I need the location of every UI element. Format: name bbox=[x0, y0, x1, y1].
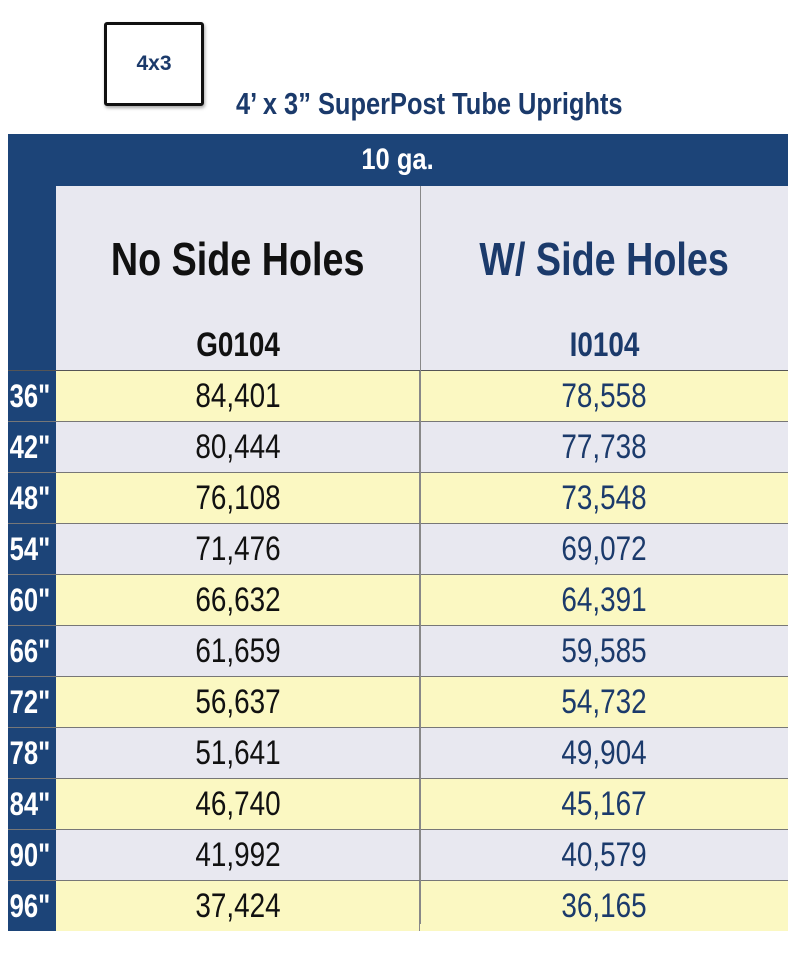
row-length: 66" bbox=[9, 632, 51, 669]
capacity-value: 80,444 bbox=[195, 427, 281, 466]
row-length: 60" bbox=[9, 581, 51, 618]
cell-no-side-holes: 61,659 bbox=[55, 626, 420, 676]
cell-no-side-holes: 56,637 bbox=[55, 677, 420, 727]
capacity-value: 56,637 bbox=[195, 682, 281, 721]
page-title: 4’ x 3” SuperPost Tube Uprights bbox=[236, 86, 623, 121]
row-length-cell: 48" bbox=[8, 473, 56, 523]
cell-no-side-holes: 37,424 bbox=[55, 881, 420, 931]
cell-no-side-holes: 84,401 bbox=[55, 371, 420, 421]
capacity-value: 78,558 bbox=[561, 376, 647, 415]
gauge-header: 10 ga. bbox=[8, 134, 788, 186]
capacity-value: 36,165 bbox=[561, 886, 647, 925]
column-heading: W/ Side Holes bbox=[479, 233, 730, 285]
row-length-cell: 72" bbox=[8, 677, 56, 727]
capacity-value: 69,072 bbox=[561, 529, 647, 568]
cell-no-side-holes: 41,992 bbox=[55, 830, 420, 880]
part-number: G0104 bbox=[196, 326, 280, 364]
capacity-table-body: 36" 84,401 78,558 42" 80,444 77,738 48" 76,108 7… bbox=[8, 370, 788, 931]
row-length: 84" bbox=[9, 785, 51, 822]
capacity-value: 64,391 bbox=[561, 580, 647, 619]
row-length: 72" bbox=[9, 683, 51, 720]
cell-with-side-holes: 49,904 bbox=[419, 728, 788, 778]
capacity-value: 66,632 bbox=[195, 580, 281, 619]
row-length-cell: 84" bbox=[8, 779, 56, 829]
table-row: 36" 84,401 78,558 bbox=[8, 370, 788, 421]
row-length: 36" bbox=[9, 377, 51, 414]
capacity-value: 76,108 bbox=[195, 478, 281, 517]
capacity-value: 77,738 bbox=[561, 427, 647, 466]
capacity-value: 84,401 bbox=[195, 376, 281, 415]
capacity-value: 61,659 bbox=[195, 631, 281, 670]
cell-no-side-holes: 76,108 bbox=[55, 473, 420, 523]
column-header-with-side-holes: W/ Side Holes I0104 bbox=[421, 186, 788, 370]
gauge-label: 10 ga. bbox=[361, 143, 435, 176]
cell-with-side-holes: 40,579 bbox=[419, 830, 788, 880]
row-length-cell: 60" bbox=[8, 575, 56, 625]
capacity-value: 54,732 bbox=[561, 682, 647, 721]
capacity-value: 37,424 bbox=[195, 886, 281, 925]
column-heading: No Side Holes bbox=[111, 233, 365, 285]
cell-with-side-holes: 78,558 bbox=[419, 371, 788, 421]
row-length: 90" bbox=[9, 836, 51, 873]
table-row: 78" 51,641 49,904 bbox=[8, 727, 788, 778]
table-row: 72" 56,637 54,732 bbox=[8, 676, 788, 727]
capacity-value: 40,579 bbox=[561, 835, 647, 874]
cell-no-side-holes: 80,444 bbox=[55, 422, 420, 472]
row-length: 54" bbox=[9, 530, 51, 567]
cell-no-side-holes: 46,740 bbox=[55, 779, 420, 829]
cell-no-side-holes: 71,476 bbox=[55, 524, 420, 574]
cell-no-side-holes: 66,632 bbox=[55, 575, 420, 625]
capacity-value: 59,585 bbox=[561, 631, 647, 670]
part-number: I0104 bbox=[569, 326, 640, 364]
capacity-value: 71,476 bbox=[195, 529, 281, 568]
column-header-no-side-holes: No Side Holes G0104 bbox=[56, 186, 420, 370]
cell-with-side-holes: 73,548 bbox=[419, 473, 788, 523]
profile-badge: 4x3 bbox=[104, 22, 204, 106]
row-length-cell: 66" bbox=[8, 626, 56, 676]
cell-with-side-holes: 77,738 bbox=[419, 422, 788, 472]
table-row: 84" 46,740 45,167 bbox=[8, 778, 788, 829]
cell-with-side-holes: 64,391 bbox=[419, 575, 788, 625]
table-row: 90" 41,992 40,579 bbox=[8, 829, 788, 880]
capacity-value: 73,548 bbox=[561, 478, 647, 517]
capacity-value: 41,992 bbox=[195, 835, 281, 874]
row-length-cell: 90" bbox=[8, 830, 56, 880]
row-length-cell: 96" bbox=[8, 881, 56, 931]
capacity-value: 46,740 bbox=[195, 784, 281, 823]
column-divider bbox=[420, 186, 421, 924]
capacity-value: 51,641 bbox=[195, 733, 281, 772]
row-length-cell: 42" bbox=[8, 422, 56, 472]
row-length: 96" bbox=[9, 887, 51, 924]
table-row: 60" 66,632 64,391 bbox=[8, 574, 788, 625]
capacity-value: 49,904 bbox=[561, 733, 647, 772]
cell-with-side-holes: 69,072 bbox=[419, 524, 788, 574]
cell-no-side-holes: 51,641 bbox=[55, 728, 420, 778]
cell-with-side-holes: 45,167 bbox=[419, 779, 788, 829]
cell-with-side-holes: 36,165 bbox=[419, 881, 788, 931]
profile-badge-label: 4x3 bbox=[136, 52, 172, 75]
cell-with-side-holes: 59,585 bbox=[419, 626, 788, 676]
row-length-cell: 78" bbox=[8, 728, 56, 778]
row-length: 42" bbox=[9, 428, 51, 465]
table-row: 48" 76,108 73,548 bbox=[8, 472, 788, 523]
table-row: 42" 80,444 77,738 bbox=[8, 421, 788, 472]
table-row: 54" 71,476 69,072 bbox=[8, 523, 788, 574]
cell-with-side-holes: 54,732 bbox=[419, 677, 788, 727]
capacity-value: 45,167 bbox=[561, 784, 647, 823]
row-length-cell: 36" bbox=[8, 371, 56, 421]
table-row: 96" 37,424 36,165 bbox=[8, 880, 788, 931]
row-length: 48" bbox=[9, 479, 51, 516]
row-length-cell: 54" bbox=[8, 524, 56, 574]
table-row: 66" 61,659 59,585 bbox=[8, 625, 788, 676]
row-length: 78" bbox=[9, 734, 51, 771]
